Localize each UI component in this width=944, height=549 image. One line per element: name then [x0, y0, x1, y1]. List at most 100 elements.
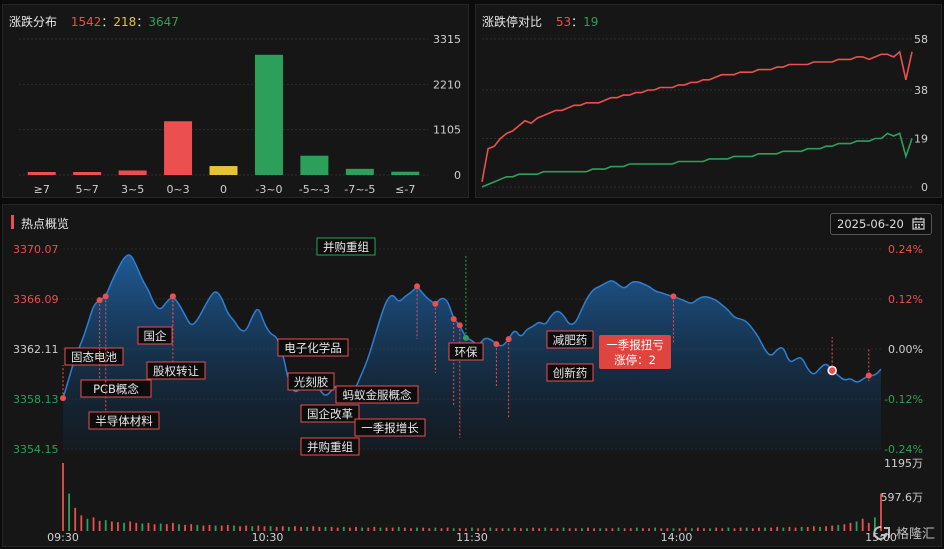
annotation-dot [96, 297, 103, 304]
volume-bar [715, 527, 718, 531]
volume-bar [324, 526, 327, 531]
bar-7 [345, 168, 374, 175]
y-right-tick-label: 0.12% [888, 293, 923, 306]
separator: ： [101, 15, 114, 29]
calendar-icon [911, 217, 925, 230]
title-accent-bar [11, 215, 14, 229]
volume-bar [758, 527, 760, 531]
volume-bar [330, 526, 333, 531]
volume-bar [507, 528, 510, 531]
glh-logo-icon [873, 525, 890, 540]
limit-title-row: 涨跌停对比 53：19 [482, 13, 598, 30]
volume-bar [239, 526, 241, 531]
distribution-title: 涨跌分布 [9, 15, 58, 29]
volume-bar [452, 528, 455, 531]
volume-bar [74, 507, 77, 531]
y-tick-label: 0 [921, 181, 928, 194]
y-tick-label: 19 [914, 133, 928, 146]
volume-bar [593, 528, 595, 531]
volume-bar [849, 522, 852, 531]
volume-bar [812, 526, 815, 531]
volume-bar [776, 526, 779, 531]
bar-4 [209, 166, 238, 175]
tooltip-line2: 涨停：2 [614, 353, 656, 367]
bar-5 [254, 54, 283, 175]
volume-bar [251, 526, 254, 531]
volume-bar [141, 523, 144, 531]
volume-bar [739, 527, 742, 531]
annotation-dot [865, 372, 872, 379]
volume-bar [788, 526, 791, 531]
volume-bar [794, 527, 797, 531]
volume-bar [275, 526, 278, 531]
volume-bar [165, 524, 168, 531]
annotation-label: 一季报增长 [361, 421, 419, 435]
annotation-label: 并购重组 [323, 240, 369, 254]
distribution-panel: 涨跌分布 1542：218：3647 3315 2210 1105 0 ≥7 5~7 3~5… [2, 4, 469, 198]
tooltip-box [599, 335, 671, 369]
y-right-tick-label: 0.24% [888, 243, 923, 256]
annotation-dot [456, 322, 463, 329]
volume-bar [342, 526, 345, 531]
volume-bar [190, 524, 193, 531]
x-tick-label: 14:00 [661, 531, 693, 544]
volume-bar [727, 527, 730, 531]
annotation-box [546, 363, 594, 382]
volume-bar [86, 518, 89, 531]
volume-bar [495, 528, 498, 531]
y-tick-label: 58 [914, 33, 928, 46]
y-tick-label: 38 [914, 84, 928, 97]
volume-bar [178, 524, 180, 531]
x-tick-label: 3~5 [121, 183, 144, 196]
limit-chart: 58 38 19 0 [481, 33, 928, 194]
annotation-dot [670, 293, 677, 300]
annotation-box [316, 237, 376, 256]
x-tick-label: 5~7 [76, 183, 99, 196]
hot-overview-title: 热点概览 [21, 217, 70, 231]
date-picker[interactable]: 2025-06-20 [830, 213, 932, 235]
volume-bar [800, 526, 803, 531]
annotation-label: 国企改革 [307, 407, 353, 421]
volume-bar [80, 515, 83, 531]
x-tick-label: -5~-3 [299, 183, 330, 196]
volume-bar [416, 527, 418, 531]
x-tick-label: 09:30 [47, 531, 79, 544]
x-tick-label: -3~0 [255, 183, 282, 196]
volume-bar [599, 528, 602, 531]
volume-bar [721, 528, 724, 531]
bar-8 [391, 171, 420, 175]
volume-bar [617, 527, 620, 531]
volume-bar [306, 526, 309, 531]
volume-bar [422, 527, 425, 531]
volume-bar [397, 526, 400, 531]
volume-bar [532, 527, 534, 531]
annotation-label: 并购重组 [307, 440, 353, 454]
annotation-label: 国企 [144, 329, 167, 343]
volume-bar [367, 527, 370, 531]
annotation-label: 光刻胶 [294, 375, 329, 389]
limit-title: 涨跌停对比 [482, 15, 543, 29]
volume-bar [544, 527, 547, 531]
volume-bar [556, 528, 559, 531]
volume-bar [526, 528, 528, 531]
volume-bar [489, 527, 492, 531]
volume-bar [843, 524, 846, 531]
volume-bar [855, 521, 858, 531]
volume-bar [880, 493, 882, 531]
x-tick-label: 11:30 [456, 531, 488, 544]
volume-bar [92, 517, 95, 531]
annotation-dot [462, 334, 469, 341]
annotation-label: 环保 [455, 345, 478, 359]
volume-bar [513, 527, 516, 531]
annotation-label: 固态电池 [71, 350, 117, 364]
annotation-dot [414, 283, 421, 290]
y-left-tick-label: 3358.13 [13, 393, 59, 406]
separator: ： [571, 15, 584, 29]
volume-bar [440, 528, 443, 531]
volume-bar [153, 524, 156, 531]
volume-bar [355, 526, 357, 531]
tooltip-dot [827, 365, 837, 376]
annotation-dot [505, 336, 512, 343]
y-left-tick-label: 3354.15 [13, 443, 59, 456]
x-tick-label: 0~3 [166, 183, 189, 196]
